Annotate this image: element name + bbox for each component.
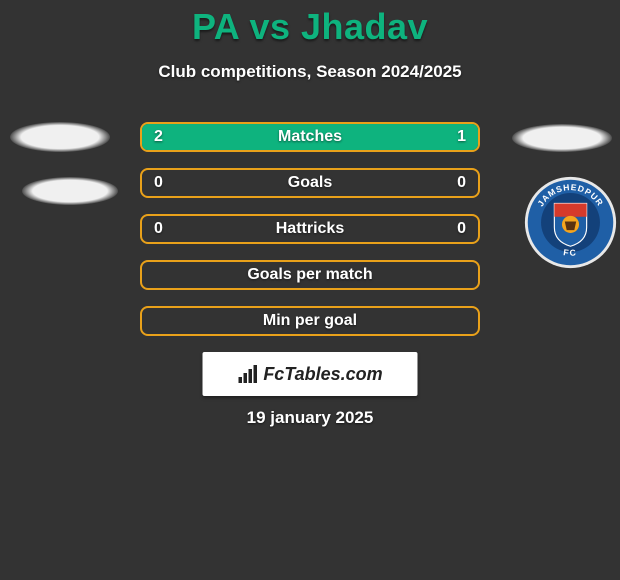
stat-label: Goals [142, 170, 478, 196]
left-player-avatar-placeholder [10, 122, 110, 152]
right-player-avatar-placeholder [512, 124, 612, 152]
stat-label: Goals per match [142, 262, 478, 288]
stat-row: Goals per match [140, 260, 480, 290]
page-title: PA vs Jhadav [0, 0, 620, 48]
svg-text:FC: FC [563, 247, 579, 258]
stat-label: Matches [142, 124, 478, 150]
bars-icon [237, 365, 259, 383]
subtitle: Club competitions, Season 2024/2025 [0, 62, 620, 82]
left-player-club-placeholder [22, 177, 118, 205]
jamshedpur-fc-badge-icon: JAMSHEDPUR FC [523, 175, 618, 270]
watermark-text: FcTables.com [263, 364, 382, 385]
date-label: 19 january 2025 [0, 408, 620, 428]
stat-row: 0Hattricks0 [140, 214, 480, 244]
stat-label: Min per goal [142, 308, 478, 334]
stat-row: 0Goals0 [140, 168, 480, 198]
stats-container: 2Matches10Goals00Hattricks0Goals per mat… [140, 122, 480, 352]
right-player-club-badge: JAMSHEDPUR FC [523, 175, 618, 270]
watermark: FcTables.com [203, 352, 418, 396]
stat-value-right: 1 [457, 124, 466, 150]
stat-row: 2Matches1 [140, 122, 480, 152]
stat-value-right: 0 [457, 170, 466, 196]
stat-value-right: 0 [457, 216, 466, 242]
stat-label: Hattricks [142, 216, 478, 242]
stat-row: Min per goal [140, 306, 480, 336]
